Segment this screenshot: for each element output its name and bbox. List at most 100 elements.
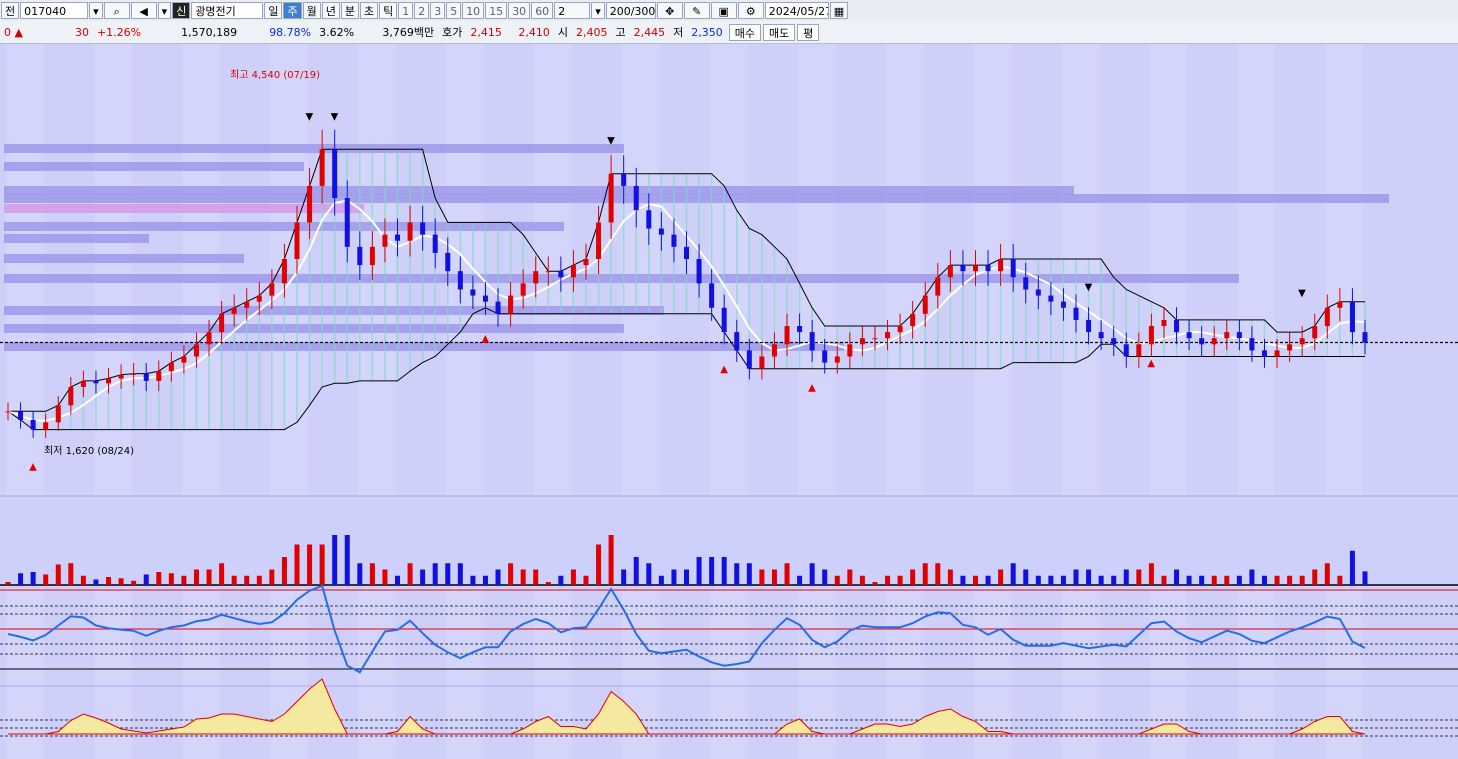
- bid1: 2,415: [470, 25, 502, 39]
- volume-bar: [734, 563, 740, 585]
- candle-body: [193, 344, 199, 357]
- candle-body: [1337, 301, 1343, 308]
- range-input[interactable]: 200/300: [605, 2, 656, 19]
- candle-body: [1148, 326, 1154, 345]
- buy-button[interactable]: 매수: [728, 23, 761, 41]
- volume-bar: [784, 563, 790, 585]
- period-day[interactable]: 일: [264, 2, 283, 19]
- volume-bar: [332, 535, 338, 585]
- candle-body: [181, 356, 187, 363]
- menu-button[interactable]: ▾: [157, 2, 172, 19]
- candle-body: [1136, 344, 1142, 357]
- volume-bar: [1161, 575, 1167, 585]
- candle-body: [759, 356, 765, 369]
- volume-bar: [1312, 569, 1318, 585]
- period-tick[interactable]: 틱: [379, 2, 398, 19]
- interval-2[interactable]: 2: [414, 2, 430, 19]
- calendar-icon: ▦: [833, 5, 845, 18]
- volume-bar: [834, 575, 840, 585]
- buy-signal-arrow: ▲: [481, 334, 489, 345]
- period-minute[interactable]: 분: [340, 2, 359, 19]
- draw-button[interactable]: ✎: [683, 2, 710, 19]
- volume-bar: [721, 557, 727, 585]
- candle-body: [558, 271, 564, 278]
- candle-body: [1249, 338, 1255, 351]
- sell-signal-arrow: ▼: [1298, 288, 1306, 299]
- interval-3[interactable]: 3: [430, 2, 446, 19]
- date-input[interactable]: 2024/05/27: [764, 2, 829, 19]
- candlesticks: [5, 129, 1368, 438]
- volume-bar: [520, 569, 526, 585]
- volume-bar: [1098, 575, 1104, 585]
- candle-body: [1035, 289, 1041, 296]
- volume-bar: [1287, 575, 1293, 585]
- volume-bar: [231, 575, 237, 585]
- volume-bar: [1349, 550, 1355, 585]
- candle-body: [457, 271, 463, 290]
- open-label: 시: [557, 25, 568, 39]
- volume-bar: [1199, 575, 1205, 585]
- dropdown-button[interactable]: ▾: [89, 2, 103, 19]
- volume-panel-bg: [0, 496, 1458, 588]
- calendar-button[interactable]: ▦: [829, 2, 849, 19]
- volume: 1,570,189: [181, 25, 238, 39]
- search-button[interactable]: ⌕: [103, 2, 130, 19]
- candle-body: [231, 307, 237, 314]
- candle-body: [1324, 307, 1330, 327]
- volume-profile-bar: [4, 194, 1389, 203]
- buy-signal-arrow: ▲: [29, 462, 37, 473]
- save-button[interactable]: ▣: [710, 2, 737, 19]
- candle-body: [621, 173, 627, 186]
- candle-body: [897, 326, 903, 333]
- volume-bar: [1148, 563, 1154, 585]
- prefix-button[interactable]: 전: [1, 2, 20, 19]
- candle-body: [1211, 338, 1217, 345]
- interval-15[interactable]: 15: [485, 2, 508, 19]
- count-dropdown[interactable]: ▾: [591, 2, 605, 19]
- candle-body: [80, 380, 86, 387]
- volume-bar: [947, 569, 953, 585]
- count-select[interactable]: 2: [554, 2, 591, 19]
- candle-body: [1010, 259, 1016, 278]
- volume-bar: [633, 557, 639, 585]
- period-week[interactable]: 주: [283, 2, 302, 19]
- interval-60[interactable]: 60: [531, 2, 554, 19]
- volume-bar: [131, 580, 137, 585]
- interval-1[interactable]: 1: [398, 2, 414, 19]
- candle-body: [734, 332, 740, 351]
- settings-button[interactable]: ⚙: [737, 2, 764, 19]
- volume-bar: [809, 563, 815, 585]
- volume-bar: [1337, 575, 1343, 585]
- sound-button[interactable]: ◀: [130, 2, 157, 19]
- period-month[interactable]: 월: [302, 2, 321, 19]
- volume-profile-bar: [4, 162, 304, 171]
- volume-bar: [533, 569, 539, 585]
- volume-bar: [583, 575, 589, 585]
- volume-bar: [684, 569, 689, 585]
- volume-bar: [55, 564, 61, 585]
- candle-body: [332, 149, 338, 199]
- interval-30[interactable]: 30: [508, 2, 531, 19]
- sell-signal-arrow: ▼: [607, 136, 615, 147]
- signal-markers: ▼ ▼ ▼ ▼ ▼ ▲ ▲ ▲ ▲ ▲: [29, 111, 1306, 472]
- interval-5[interactable]: 5: [446, 2, 462, 19]
- period-second[interactable]: 초: [359, 2, 379, 19]
- candle-body: [1236, 332, 1242, 339]
- volume-bar: [1086, 569, 1092, 585]
- volume-panel: [0, 495, 1458, 588]
- candle-body: [1186, 332, 1192, 339]
- volume-bar: [30, 572, 36, 585]
- volume-bar: [1274, 575, 1280, 585]
- period-year[interactable]: 년: [321, 2, 340, 19]
- volume-bar: [1023, 569, 1029, 585]
- interval-10[interactable]: 10: [462, 2, 485, 19]
- tool-button[interactable]: ✥: [656, 2, 683, 19]
- price-chart[interactable]: ▼ ▼ ▼ ▼ ▼ ▲ ▲ ▲ ▲ ▲ 최고 4,540 (07/19) 최저 1,620 (08…: [0, 44, 1458, 759]
- sell-button[interactable]: 매도: [762, 23, 796, 41]
- eval-button[interactable]: 평: [797, 23, 820, 41]
- candle-body: [206, 332, 212, 345]
- stock-code-input[interactable]: 017040: [20, 2, 89, 19]
- candle-body: [696, 259, 702, 284]
- stock-name[interactable]: 광명전기: [191, 2, 264, 19]
- volume-bar: [5, 582, 11, 585]
